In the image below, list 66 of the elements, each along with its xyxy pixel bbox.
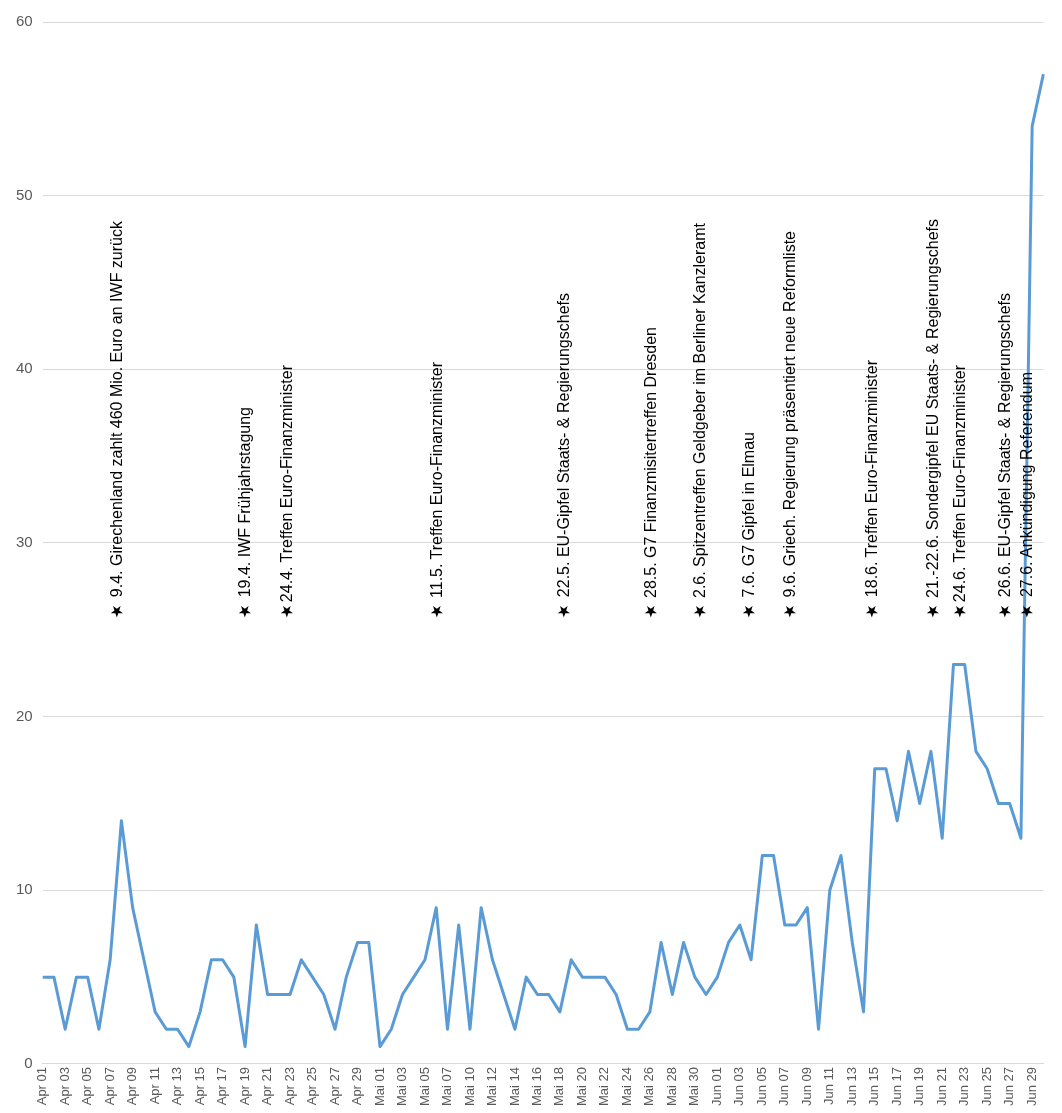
- y-tick-label: 20: [16, 706, 33, 724]
- y-tick-label: 0: [24, 1054, 33, 1072]
- x-tick-label: Jun 17: [888, 1066, 904, 1107]
- y-tick-label: 40: [16, 359, 33, 377]
- x-tick-label: Mai 18: [551, 1066, 567, 1106]
- x-tick-label: Mai 30: [686, 1066, 702, 1106]
- x-tick-label: Mai 28: [663, 1066, 679, 1106]
- x-tick-label: Mai 24: [618, 1066, 634, 1106]
- x-tick-label: Apr 17: [214, 1066, 230, 1106]
- y-tick-label: 30: [16, 533, 33, 551]
- annotation: ★ 7.6. G7 Gipfel in Elmau: [739, 432, 758, 621]
- x-tick-label: Mai 20: [573, 1066, 589, 1106]
- x-tick-label: Mai 14: [506, 1066, 522, 1106]
- x-tick-label: Jun 29: [1023, 1066, 1039, 1107]
- annotation: ★ 28.5. G7 Finanzmisitertreffen Dresden: [641, 327, 660, 622]
- annotation: ★24.4. Treffen Euro-Finanzminister: [277, 365, 296, 622]
- x-tick-label: Apr 25: [304, 1066, 320, 1106]
- x-tick-label: Mai 26: [641, 1066, 657, 1106]
- x-tick-label: Apr 19: [236, 1066, 252, 1106]
- x-tick-label: Apr 09: [124, 1066, 140, 1106]
- x-tick-label: Jun 09: [798, 1066, 814, 1107]
- x-tick-label: Apr 23: [281, 1066, 297, 1106]
- x-tick-label: Jun 21: [933, 1066, 949, 1107]
- annotation: ★ 9.4. Girechenland zahlt 460 Mio. Euro an IWF zurück: [107, 221, 126, 621]
- x-tick-label: Jun 07: [776, 1066, 792, 1107]
- x-tick-label: Mai 16: [529, 1066, 544, 1106]
- annotation: ★ 26.6. EU-Gipfel Staats- & Regierungschefs: [996, 293, 1015, 621]
- y-tick-label: 10: [16, 880, 33, 898]
- annotation: ★ 9.6. Griech. Regierung präsentiert neue Reformliste: [781, 231, 800, 621]
- x-tick-label: Apr 11: [146, 1066, 162, 1105]
- x-tick-label: Jun 11: [821, 1066, 837, 1106]
- annotation: ★ 22.5. EU-Gipfel Staats- & Regierungschefs: [555, 293, 574, 621]
- x-tick-label: Apr 27: [326, 1066, 342, 1106]
- x-tick-label: Jun 01: [708, 1066, 724, 1107]
- annotation: ★ 21.-22.6. Sondergipfel EU Staats- & Regierungschefs: [924, 219, 943, 622]
- annotation: ★ 18.6. Treffen Euro-Finanzminister: [863, 360, 882, 621]
- annotation: ★ 19.4. IWF Frühjahrstagung: [236, 407, 255, 621]
- x-tick-label: Apr 01: [34, 1066, 50, 1106]
- x-tick-label: Apr 05: [79, 1066, 95, 1106]
- x-tick-label: Apr 13: [169, 1066, 185, 1106]
- x-tick-label: Jun 23: [956, 1066, 972, 1107]
- x-tick-label: Apr 03: [56, 1066, 72, 1106]
- annotation: ★ 27.6. Ankündigung Referendum: [1017, 372, 1036, 621]
- x-tick-label: Mai 01: [371, 1066, 387, 1106]
- x-tick-label: Apr 29: [349, 1066, 365, 1106]
- annotation: ★ 11.5. Treffen Euro-Finanzminister: [428, 362, 447, 622]
- x-tick-label: Mai 05: [416, 1066, 432, 1106]
- x-tick-label: Apr 07: [101, 1066, 117, 1106]
- y-tick-label: 50: [16, 185, 33, 203]
- x-tick-label: Jun 19: [911, 1066, 927, 1107]
- x-tick-label: Mai 07: [439, 1066, 455, 1106]
- x-tick-label: Jun 27: [1001, 1066, 1017, 1107]
- x-tick-label: Jun 13: [843, 1066, 859, 1107]
- y-tick-label: 60: [16, 12, 33, 30]
- x-tick-label: Jun 05: [753, 1066, 769, 1107]
- x-tick-label: Mai 03: [394, 1066, 410, 1106]
- x-tick-label: Jun 15: [866, 1066, 882, 1107]
- x-tick-label: Mai 10: [461, 1066, 477, 1106]
- x-tick-label: Jun 25: [978, 1066, 994, 1107]
- annotation: ★24.6. Treffen Euro-Finanzminister: [951, 365, 970, 622]
- x-tick-label: Jun 03: [731, 1066, 747, 1107]
- annotation: ★ 2.6. Spitzentreffen Geldgeber im Berliner Kanzleramt: [691, 223, 710, 622]
- x-tick-label: Mai 22: [596, 1066, 612, 1106]
- x-tick-label: Mai 12: [484, 1066, 500, 1106]
- x-tick-label: Apr 21: [259, 1066, 275, 1106]
- x-tick-label: Apr 15: [191, 1066, 207, 1106]
